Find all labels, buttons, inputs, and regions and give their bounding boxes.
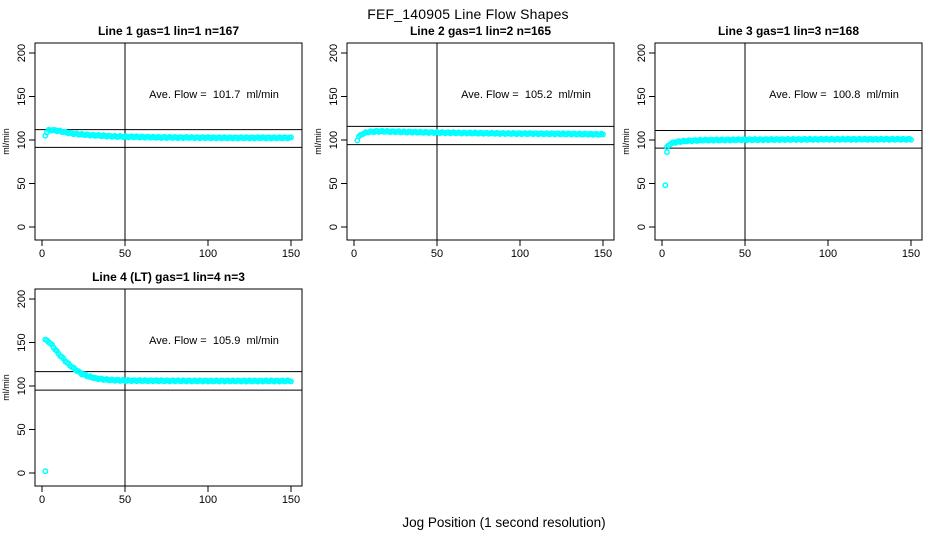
data-point	[600, 131, 606, 138]
y-tick-label: 100	[16, 131, 28, 149]
plot-panel: 0 50 100 150 0 50 100 150 200 ml/min Line 4 (LT) …	[0, 246, 312, 512]
y-tick-label: 200	[16, 290, 28, 308]
x-tick-label: 0	[39, 494, 45, 506]
ave-flow-label: Ave. Flow = 101.7 ml/min	[149, 89, 279, 101]
plot-area: 0 50 100 150 0 50 100 150 200 ml/min	[1, 288, 303, 506]
data-point	[288, 378, 294, 385]
x-tick-label: 150	[902, 248, 920, 260]
plot-panel: 0 50 100 150 0 50 100 150 200 ml/min Line 2 gas=1…	[312, 0, 624, 266]
x-tick-label: 100	[511, 248, 529, 260]
data-point-outlier	[662, 182, 669, 189]
plot-box	[34, 42, 303, 241]
y-tick-label: 50	[16, 177, 28, 189]
ave-flow-label: Ave. Flow = 105.2 ml/min	[461, 89, 591, 101]
y-tick-label: 100	[16, 377, 28, 395]
y-tick-label: 150	[16, 333, 28, 351]
data-point-outlier	[42, 468, 49, 475]
data-point	[288, 134, 294, 141]
x-tick-label: 0	[351, 248, 357, 260]
y-tick-label: 50	[636, 177, 648, 189]
data-point-outlier	[664, 149, 670, 156]
plot-area: 0 50 100 150 0 50 100 150 200 ml/min	[313, 42, 615, 260]
x-tick-label: 50	[431, 248, 443, 260]
x-tick-label: 150	[282, 494, 300, 506]
data-point-outlier	[664, 144, 670, 150]
plot-box	[34, 288, 303, 487]
data-point-outlier	[42, 132, 49, 139]
panel-title: Line 4 (LT) gas=1 lin=4 n=3	[92, 270, 245, 284]
ave-flow-label: Ave. Flow = 105.9 ml/min	[149, 335, 279, 347]
x-axis-label: Jog Position (1 second resolution)	[402, 515, 606, 530]
ave-flow-label: Ave. Flow = 100.8 ml/min	[769, 89, 899, 101]
y-axis-label: ml/min	[621, 128, 631, 155]
panel-title: Line 1 gas=1 lin=1 n=167	[97, 24, 240, 38]
x-tick-label: 100	[819, 248, 837, 260]
y-tick-label: 50	[328, 177, 340, 189]
plot-panel: 0 50 100 150 0 50 100 150 200 ml/min Line 1 gas=1…	[0, 0, 312, 266]
x-tick-label: 0	[39, 248, 45, 260]
y-tick-label: 50	[16, 423, 28, 435]
y-axis-label: ml/min	[1, 128, 11, 155]
panel-title: Line 3 gas=1 lin=3 n=168	[717, 24, 860, 38]
x-tick-label: 150	[282, 248, 300, 260]
y-tick-label: 0	[636, 224, 648, 230]
y-axis-label: ml/min	[313, 128, 323, 155]
data-point-outlier	[354, 137, 361, 144]
y-axis-label: ml/min	[1, 374, 11, 401]
plot-area: 0 50 100 150 0 50 100 150 200 ml/min	[621, 42, 923, 260]
plot-box	[654, 42, 923, 241]
y-tick-label: 100	[636, 131, 648, 149]
y-tick-label: 200	[16, 44, 28, 62]
x-tick-label: 150	[594, 248, 612, 260]
y-tick-label: 0	[16, 224, 28, 230]
y-tick-label: 0	[16, 470, 28, 476]
y-tick-label: 0	[328, 224, 340, 230]
plot-panel: 0 50 100 150 0 50 100 150 200 ml/min Line 3 gas=1…	[620, 0, 932, 266]
data-point	[908, 136, 914, 143]
y-tick-label: 200	[636, 44, 648, 62]
y-tick-label: 150	[16, 87, 28, 105]
y-tick-label: 150	[328, 87, 340, 105]
x-tick-label: 50	[739, 248, 751, 260]
x-tick-label: 100	[199, 248, 217, 260]
panel-title: Line 2 gas=1 lin=2 n=165	[409, 24, 552, 38]
plot-box	[346, 42, 615, 241]
figure-title: FEF_140905 Line Flow Shapes	[367, 6, 569, 22]
y-tick-label: 200	[328, 44, 340, 62]
y-tick-label: 150	[636, 87, 648, 105]
x-tick-label: 0	[659, 248, 665, 260]
y-tick-label: 100	[328, 131, 340, 149]
x-tick-label: 50	[119, 248, 131, 260]
x-tick-label: 100	[199, 494, 217, 506]
plot-area: 0 50 100 150 0 50 100 150 200 ml/min	[1, 42, 303, 260]
x-tick-label: 50	[119, 494, 131, 506]
